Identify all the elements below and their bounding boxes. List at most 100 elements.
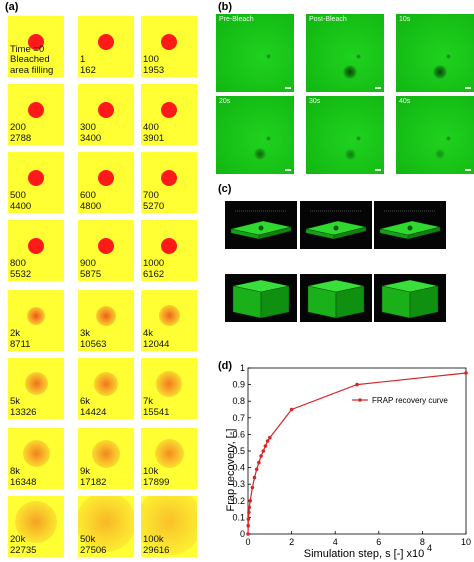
render-3d-box	[300, 274, 372, 322]
cell-caption: 50k 27506	[80, 534, 107, 556]
box-side-face	[407, 226, 441, 240]
x-tick-label: 8	[420, 537, 425, 547]
cell-caption: 1000 6162	[143, 258, 165, 280]
data-point	[259, 454, 263, 458]
cell-caption: 2k 8711	[10, 328, 31, 350]
grid-cell: 300 3400	[78, 84, 134, 145]
data-point	[261, 449, 266, 453]
bleach-spot	[161, 102, 177, 118]
frap-chart: Frap recovery, [-] Simulation step, s [-…	[214, 360, 474, 562]
background-speck	[266, 54, 271, 59]
bleach-spot	[25, 372, 48, 395]
timepoint-label: 40s	[399, 98, 411, 105]
data-point	[257, 460, 261, 465]
render-3d-box	[374, 201, 446, 249]
bleach-mark	[407, 225, 413, 231]
y-tick-label: 0.2	[232, 496, 245, 506]
grid-cell: 9k 17182	[78, 428, 134, 489]
timepoint-label: 30s	[309, 98, 321, 105]
grid-cell: 900 5875	[78, 220, 134, 281]
bleach-spot	[98, 102, 114, 118]
panel-label-b: (b)	[218, 1, 233, 13]
bleach-spot	[161, 238, 177, 254]
data-point	[246, 517, 251, 521]
data-point	[289, 407, 294, 412]
timepoint-label: 20s	[219, 98, 231, 105]
bleach-spot	[92, 440, 120, 468]
scale-bar	[465, 87, 471, 89]
background-speck	[446, 54, 451, 59]
timepoint-label: Post-Bleach	[309, 16, 347, 23]
cell-caption: 600 4800	[80, 190, 102, 212]
bleach-spot	[161, 34, 177, 50]
bleach-spot	[155, 439, 184, 468]
data-point	[254, 467, 259, 472]
chart-ylabel: Frap recovery, [-]	[225, 429, 237, 512]
data-point	[247, 505, 252, 510]
bleach-spot	[78, 496, 134, 552]
bleach-spot	[28, 34, 44, 50]
cell-caption: 9k 17182	[80, 466, 107, 488]
cell-caption: 900 5875	[80, 258, 102, 280]
bleach-spot	[98, 170, 114, 186]
scale-bar	[465, 169, 471, 171]
render-3d-box	[374, 274, 446, 322]
grid-cell: 20k 22735	[8, 496, 64, 557]
cell-caption: 8k 16348	[10, 466, 37, 488]
background-speck	[446, 136, 451, 141]
scale-bar	[285, 87, 291, 89]
grid-cell: 200 2788	[8, 84, 64, 145]
simulation-grid: Time =0 Bleached area filling 1 162 100 19…	[0, 0, 220, 562]
cell-caption: 6k 14424	[80, 396, 107, 418]
grid-cell: 7k 15541	[141, 358, 197, 419]
bleach-spot	[141, 496, 197, 555]
grid-cell: 3k 10563	[78, 290, 134, 351]
legend-label: FRAP recovery curve	[372, 396, 448, 405]
cell-caption: 20k 22735	[10, 534, 37, 556]
cell-caption: 700 5270	[143, 190, 165, 212]
legend-box	[348, 392, 462, 406]
cell-caption: 5k 13326	[10, 396, 37, 418]
y-tick-label: 0.6	[232, 429, 245, 439]
grid-cell: 4k 12044	[141, 290, 197, 351]
render-3d-svg	[305, 210, 367, 240]
data-point	[250, 485, 255, 490]
bleach-mark	[258, 225, 264, 231]
data-point	[355, 382, 359, 387]
microscopy-tile: 40s	[396, 96, 474, 174]
render-3d-svg	[381, 279, 439, 319]
legend-swatch-marker	[358, 398, 362, 402]
y-tick-label: 0.4	[232, 463, 245, 473]
bleach-mark	[333, 225, 339, 231]
y-tick-label: 0.9	[232, 380, 245, 390]
timepoint-label: 10s	[399, 16, 411, 23]
box-side-face	[333, 226, 367, 240]
data-point	[247, 510, 251, 515]
chart-xlabel: Simulation step, s [-] x10	[304, 548, 424, 560]
grid-cell: 5k 13326	[8, 358, 64, 419]
y-tick-label: 0.3	[232, 479, 245, 489]
box-side-face	[260, 285, 290, 319]
data-point	[464, 371, 468, 375]
timepoint-label: Pre-Bleach	[219, 16, 254, 23]
grid-cell: 6k 14424	[78, 358, 134, 419]
microscopy-tile: 20s	[216, 96, 294, 174]
bleached-spot	[435, 149, 445, 159]
grid-cell: 1 162	[78, 16, 134, 77]
data-point	[268, 435, 272, 440]
cell-caption: 3k 10563	[80, 328, 107, 350]
cell-caption: 400 3901	[143, 122, 165, 144]
background-speck	[266, 136, 271, 141]
bleached-spot	[254, 148, 266, 160]
grid-cell: Time =0 Bleached area filling	[8, 16, 64, 77]
y-tick-label: 1	[240, 363, 245, 373]
bleach-spot	[15, 501, 57, 543]
cell-caption: 10k 17899	[143, 466, 170, 488]
grid-cell: 100k 29616	[141, 496, 197, 557]
x-tick-label: 10	[461, 537, 471, 547]
bleached-spot	[433, 65, 447, 79]
render-3d-svg	[230, 210, 292, 240]
panel-label-d: (d)	[218, 360, 233, 372]
grid-cell: 800 5532	[8, 220, 64, 281]
render-3d-svg	[379, 210, 441, 240]
